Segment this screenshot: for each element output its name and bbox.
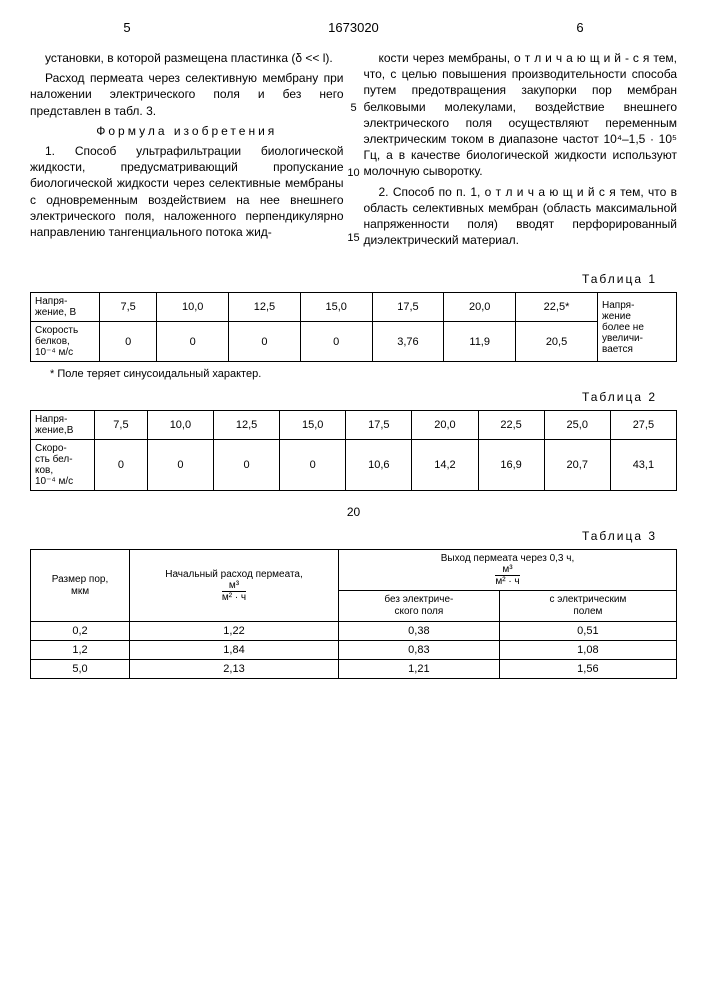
table-3: Размер пор, мкм Начальный расход пермеат… — [30, 549, 677, 679]
t2-c: 0 — [213, 440, 279, 491]
t2-c: 25,0 — [544, 411, 610, 440]
t3-c: 1,22 — [130, 622, 339, 641]
t2-c: 7,5 — [95, 411, 148, 440]
table-row: 1,2 1,84 0,83 1,08 — [31, 641, 677, 660]
t1-note: Напря- жение более не увеличи- вается — [598, 293, 677, 362]
t3-h2-unit: м³ м² · ч — [222, 581, 246, 603]
t3-h3-unit: м³ м² · ч — [495, 565, 519, 587]
table3-label: Таблица 3 — [30, 529, 657, 543]
t3-c: 1,84 — [130, 641, 339, 660]
t2-c: 22,5 — [478, 411, 544, 440]
t1-c: 22,5* — [516, 293, 598, 322]
t3-c: 5,0 — [31, 660, 130, 679]
t2-c: 17,5 — [346, 411, 412, 440]
t2-c: 20,0 — [412, 411, 478, 440]
t2-c: 43,1 — [610, 440, 676, 491]
t3-c: 1,21 — [339, 660, 500, 679]
t1-footnote: * Поле теряет синусоидальный характер. — [50, 368, 677, 380]
t2-c: 0 — [95, 440, 148, 491]
t3-c: 0,51 — [499, 622, 676, 641]
t1-c: 10,0 — [157, 293, 229, 322]
t2-row1-head: Напря- жение,В — [31, 411, 95, 440]
right-column: кости через мембраны, о т л и ч а ю щ и … — [364, 50, 678, 252]
t1-c: 0 — [229, 322, 301, 362]
t1-row1-head: Напря- жение, В — [31, 293, 100, 322]
doc-number: 1673020 — [224, 20, 483, 35]
table-2: Напря- жение,В 7,5 10,0 12,5 15,0 17,5 2… — [30, 410, 677, 491]
unit-den: м² · ч — [222, 592, 246, 603]
t1-c: 12,5 — [229, 293, 301, 322]
t1-c: 0 — [300, 322, 372, 362]
t1-c: 20,0 — [444, 293, 516, 322]
page-num-right: 6 — [483, 20, 677, 35]
t1-c: 11,9 — [444, 322, 516, 362]
t3-c: 1,56 — [499, 660, 676, 679]
t3-c: 0,38 — [339, 622, 500, 641]
t2-row2-head: Скоро- сть бел- ков, 10⁻⁴ м/с — [31, 440, 95, 491]
t2-c: 14,2 — [412, 440, 478, 491]
t3-sub1: без электриче- ского поля — [339, 591, 500, 622]
t1-row2-head: Скорость белков, 10⁻⁴ м/с — [31, 322, 100, 362]
t2-c: 10,6 — [346, 440, 412, 491]
t1-c: 15,0 — [300, 293, 372, 322]
t3-h2: Начальный расход пермеата, м³ м² · ч — [130, 550, 339, 622]
t2-c: 16,9 — [478, 440, 544, 491]
claim-2: 2. Способ по п. 1, о т л и ч а ю щ и й с… — [364, 184, 678, 249]
page-header: 5 1673020 6 — [30, 20, 677, 35]
t2-c: 0 — [147, 440, 213, 491]
t3-c: 1,08 — [499, 641, 676, 660]
t2-c: 15,0 — [280, 411, 346, 440]
table2-label: Таблица 2 — [30, 390, 657, 404]
para-1: установки, в которой размещена пластинка… — [30, 50, 344, 66]
line-num-20: 20 — [30, 505, 677, 519]
t1-c: 3,76 — [372, 322, 444, 362]
t1-c: 17,5 — [372, 293, 444, 322]
text-columns: установки, в которой размещена пластинка… — [30, 50, 677, 252]
t3-c: 0,83 — [339, 641, 500, 660]
table-1: Напря- жение, В 7,5 10,0 12,5 15,0 17,5 … — [30, 292, 677, 362]
t2-c: 10,0 — [147, 411, 213, 440]
t2-c: 12,5 — [213, 411, 279, 440]
t1-c: 20,5 — [516, 322, 598, 362]
t3-c: 2,13 — [130, 660, 339, 679]
line-num-5: 5 — [350, 102, 356, 114]
t1-c: 0 — [100, 322, 157, 362]
para-2: Расход пермеата через селективную мембра… — [30, 70, 344, 119]
t3-h3: Выход пермеата через 0,3 ч, м³ м² · ч — [339, 550, 677, 591]
t3-h2-text: Начальный расход пермеата, — [165, 569, 303, 580]
line-num-15: 15 — [347, 232, 359, 244]
formula-title: Формула изобретения — [30, 123, 344, 139]
t1-c: 7,5 — [100, 293, 157, 322]
t3-c: 1,2 — [31, 641, 130, 660]
table-row: 5,0 2,13 1,21 1,56 — [31, 660, 677, 679]
line-num-10: 10 — [347, 167, 359, 179]
t3-h3-text: Выход пермеата через 0,3 ч, — [441, 553, 575, 564]
t2-c: 20,7 — [544, 440, 610, 491]
t2-c: 0 — [280, 440, 346, 491]
para-r1: кости через мембраны, о т л и ч а ю щ и … — [364, 50, 678, 180]
table1-label: Таблица 1 — [30, 272, 657, 286]
t1-c: 0 — [157, 322, 229, 362]
claim-1: 1. Способ ультрафильтрации биологической… — [30, 143, 344, 240]
unit-num: м³ — [495, 565, 519, 576]
t2-c: 27,5 — [610, 411, 676, 440]
table-row: 0,2 1,22 0,38 0,51 — [31, 622, 677, 641]
unit-den: м² · ч — [495, 576, 519, 587]
t3-h1: Размер пор, мкм — [31, 550, 130, 622]
left-column: установки, в которой размещена пластинка… — [30, 50, 344, 252]
t3-c: 0,2 — [31, 622, 130, 641]
unit-num: м³ — [222, 581, 246, 592]
t3-sub2: с электрическим полем — [499, 591, 676, 622]
page-num-left: 5 — [30, 20, 224, 35]
